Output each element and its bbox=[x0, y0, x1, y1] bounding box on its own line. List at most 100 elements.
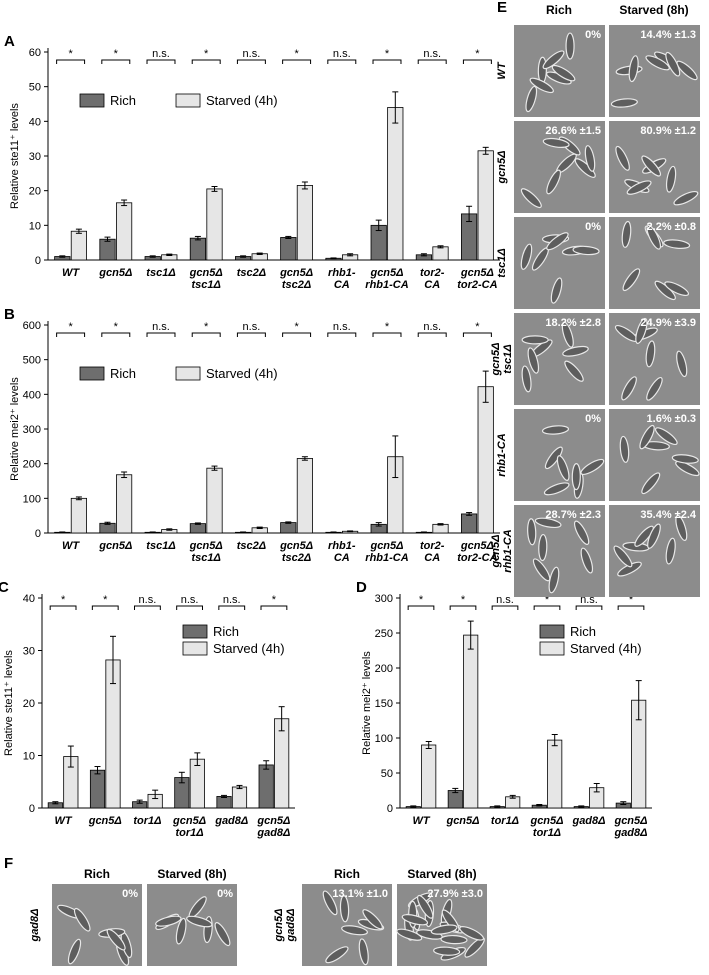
x-tick-label: rhb1-CA bbox=[328, 267, 356, 291]
cell bbox=[634, 525, 654, 547]
significance-bracket bbox=[218, 605, 246, 610]
column-header: Rich bbox=[546, 3, 572, 17]
x-tick-label: gcn5Δ gad8Δ bbox=[256, 815, 290, 839]
y-tick-label: 0 bbox=[387, 803, 393, 815]
percentage-label: 27.9% ±3.0 bbox=[427, 888, 483, 900]
error-bar bbox=[59, 531, 66, 534]
cell bbox=[73, 907, 91, 932]
cell bbox=[186, 915, 213, 928]
significance-label: n.s. bbox=[333, 321, 351, 333]
percentage-label: 0% bbox=[122, 888, 138, 900]
significance-label: n.s. bbox=[423, 321, 441, 333]
cell bbox=[550, 277, 563, 304]
legend-label: Starved (4h) bbox=[206, 93, 278, 108]
error-bar bbox=[67, 745, 74, 768]
bar bbox=[280, 522, 297, 534]
bar bbox=[258, 764, 274, 809]
bar bbox=[116, 474, 133, 534]
cell bbox=[654, 427, 678, 446]
percentage-label: 0% bbox=[585, 221, 601, 233]
cell bbox=[417, 894, 434, 919]
significance-label: n.s. bbox=[152, 321, 170, 333]
y-axis-label: Relative ste11⁺ levels bbox=[9, 103, 21, 209]
cell bbox=[527, 518, 537, 546]
percentage-label: 0% bbox=[585, 29, 601, 41]
y-tick-label: 200 bbox=[375, 663, 393, 675]
cell bbox=[635, 317, 648, 344]
error-bar bbox=[437, 523, 444, 526]
bar bbox=[477, 386, 494, 534]
significance-label: * bbox=[114, 48, 119, 60]
bar bbox=[477, 150, 494, 261]
y-tick-label: 0 bbox=[29, 803, 35, 815]
cell bbox=[520, 188, 542, 209]
cell bbox=[433, 946, 461, 956]
significance-label: * bbox=[294, 321, 299, 333]
y-axis-label: Relative mei2⁺ levels bbox=[361, 651, 373, 755]
error-bar bbox=[59, 255, 66, 258]
significance-label: * bbox=[475, 48, 480, 60]
cell bbox=[430, 924, 458, 935]
cell bbox=[561, 321, 574, 348]
cell bbox=[214, 922, 231, 947]
error-bar bbox=[425, 741, 432, 749]
error-bar bbox=[166, 253, 173, 256]
cell bbox=[532, 558, 551, 582]
y-tick-label: 250 bbox=[375, 628, 393, 640]
cell bbox=[621, 220, 632, 248]
error-bar bbox=[109, 635, 116, 685]
percentage-label: 80.9% ±1.2 bbox=[640, 125, 696, 137]
x-tick-label: rhb1-CA bbox=[328, 540, 356, 564]
row-label: gcn5Δgad8Δ bbox=[273, 908, 297, 942]
significance-label: * bbox=[385, 48, 390, 60]
cell bbox=[341, 925, 368, 936]
x-tick-label: WT bbox=[62, 267, 80, 279]
y-tick-label: 100 bbox=[23, 493, 41, 505]
error-bar bbox=[194, 752, 201, 766]
percentage-label: 35.4% ±2.4 bbox=[640, 509, 696, 521]
significance-bracket bbox=[327, 332, 357, 337]
x-tick-label: tsc1Δ bbox=[146, 540, 175, 552]
y-tick-label: 50 bbox=[29, 82, 41, 94]
bar bbox=[274, 718, 290, 809]
error-bar bbox=[375, 219, 382, 232]
x-tick-label: tsc2Δ bbox=[237, 267, 266, 279]
legend-label: Starved (4h) bbox=[570, 641, 642, 656]
significance-label: * bbox=[103, 594, 108, 606]
cell bbox=[525, 85, 538, 113]
x-tick-label: gcn5Δ tor2-CA bbox=[457, 267, 497, 291]
error-bar bbox=[392, 435, 399, 479]
error-bar bbox=[482, 146, 489, 155]
cell bbox=[362, 909, 383, 930]
significance-label: * bbox=[545, 594, 550, 606]
x-tick-label: tsc1Δ bbox=[146, 267, 175, 279]
y-tick-label: 150 bbox=[375, 698, 393, 710]
significance-bracket bbox=[236, 59, 266, 64]
error-bar bbox=[221, 794, 228, 798]
cell bbox=[459, 926, 485, 941]
error-bar bbox=[152, 789, 159, 800]
error-bar bbox=[635, 680, 642, 721]
significance-bracket bbox=[282, 59, 312, 64]
significance-bracket bbox=[462, 332, 492, 337]
significance-label: * bbox=[272, 594, 277, 606]
panel-label: C bbox=[0, 579, 9, 596]
significance-label: n.s. bbox=[152, 48, 170, 60]
significance-bracket bbox=[417, 59, 447, 64]
error-bar bbox=[211, 465, 218, 471]
error-bar bbox=[375, 522, 382, 527]
significance-label: * bbox=[385, 321, 390, 333]
cell bbox=[647, 523, 661, 549]
cell bbox=[440, 934, 468, 945]
error-bar bbox=[392, 91, 399, 124]
cell bbox=[106, 928, 126, 951]
cell bbox=[646, 376, 663, 401]
cell bbox=[641, 472, 661, 495]
legend-label: Rich bbox=[213, 624, 239, 639]
significance-label: * bbox=[204, 48, 209, 60]
bar bbox=[547, 739, 563, 809]
x-tick-label: WT bbox=[412, 815, 430, 827]
significance-bracket bbox=[91, 605, 119, 610]
y-tick-label: 20 bbox=[29, 186, 41, 198]
cell bbox=[521, 335, 549, 345]
